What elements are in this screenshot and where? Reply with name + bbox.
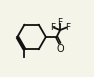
- Text: F: F: [50, 23, 55, 32]
- Text: F: F: [65, 23, 70, 32]
- Text: O: O: [57, 44, 64, 54]
- Text: F: F: [58, 18, 63, 27]
